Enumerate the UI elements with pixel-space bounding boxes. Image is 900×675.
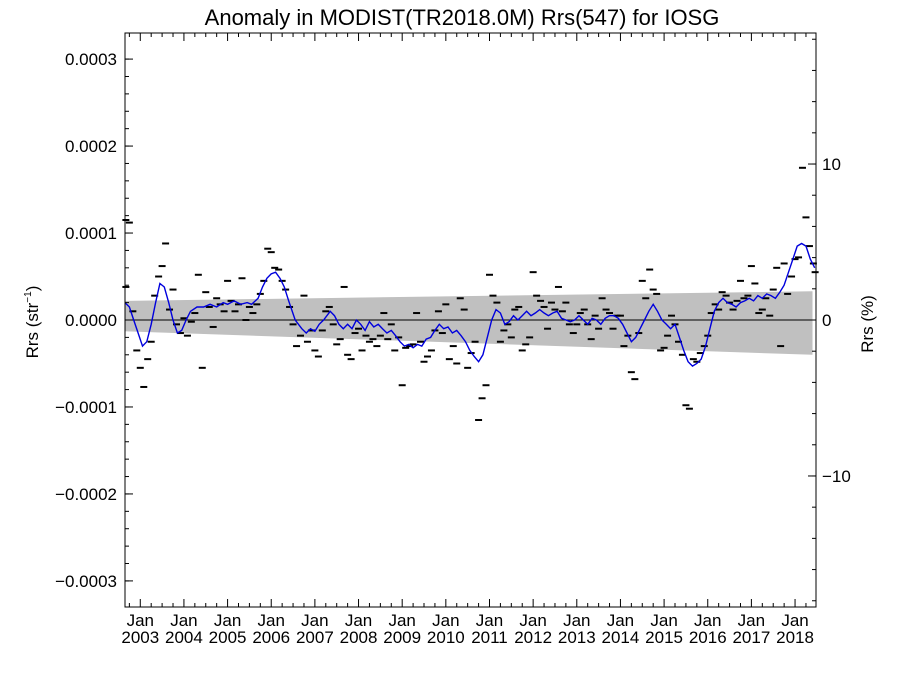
x-tick-label-year: 2018 (776, 628, 814, 647)
x-tick-label-year: 2015 (645, 628, 683, 647)
x-tick-label-year: 2006 (252, 628, 290, 647)
x-tick-label-year: 2011 (471, 628, 508, 647)
x-tick-label-year: 2004 (165, 628, 203, 647)
x-tick-label-year: 2012 (514, 628, 552, 647)
plot-area: 0.0003 0.0002 0.0001 0.0000 −0.0001 −0.0002 −0… (55, 32, 851, 647)
x-tick-label-month: Jan (170, 611, 197, 630)
x-tick-label-month: Jan (476, 611, 503, 630)
y-axis-label-left: Rrs (str−1) (23, 286, 42, 359)
y-axis-label-left-end: ) (23, 286, 42, 292)
uncertainty-band (125, 291, 813, 355)
x-tick-label-month: Jan (738, 611, 765, 630)
x-tick-label-month: Jan (781, 611, 808, 630)
y-axis-label-left-text: Rrs (str (23, 302, 42, 358)
y-tick-label-left: −0.0002 (55, 485, 117, 504)
x-tick-label-month: Jan (258, 611, 285, 630)
x-tick-label-month: Jan (127, 611, 154, 630)
y-tick-label-left: −0.0001 (55, 398, 117, 417)
x-tick-label-month: Jan (432, 611, 459, 630)
x-tick-label-year: 2017 (732, 628, 770, 647)
x-tick-label-year: 2007 (296, 628, 334, 647)
y-tick-label-left: −0.0003 (55, 572, 117, 591)
y-tick-label-left: 0.0003 (65, 50, 117, 69)
x-tick-label-month: Jan (694, 611, 721, 630)
x-tick-label-month: Jan (301, 611, 328, 630)
x-tick-label-year: 2016 (689, 628, 727, 647)
x-tick-label-year: 2003 (121, 628, 159, 647)
x-tick-label-month: Jan (563, 611, 590, 630)
x-tick-label-month: Jan (214, 611, 241, 630)
x-tick-label-year: 2005 (209, 628, 247, 647)
x-tick-label-month: Jan (607, 611, 634, 630)
y-axis-label-right: Rrs (%) (858, 295, 877, 353)
chart-title: Anomaly in MODIST(TR2018.0M) Rrs(547) fo… (205, 5, 720, 30)
x-tick-label-month: Jan (388, 611, 415, 630)
y-tick-label-right: 0 (822, 311, 831, 330)
x-tick-label-month: Jan (519, 611, 546, 630)
x-tick-label-year: 2014 (602, 628, 640, 647)
x-tick-label-year: 2010 (427, 628, 465, 647)
x-tick-label-year: 2013 (558, 628, 596, 647)
x-tick-label-year: 2009 (383, 628, 421, 647)
x-tick-label-month: Jan (650, 611, 677, 630)
y-tick-label-left: 0.0000 (65, 311, 117, 330)
x-tick-label-year: 2008 (340, 628, 378, 647)
y-tick-label-left: 0.0001 (65, 224, 117, 243)
y-tick-label-right: −10 (822, 467, 851, 486)
x-tick-label-month: Jan (345, 611, 372, 630)
y-tick-label-right: 10 (822, 155, 841, 174)
y-tick-label-left: 0.0002 (65, 137, 117, 156)
y-axis-label-left-sup: −1 (23, 291, 34, 303)
smoothed-series-line (124, 242, 816, 367)
